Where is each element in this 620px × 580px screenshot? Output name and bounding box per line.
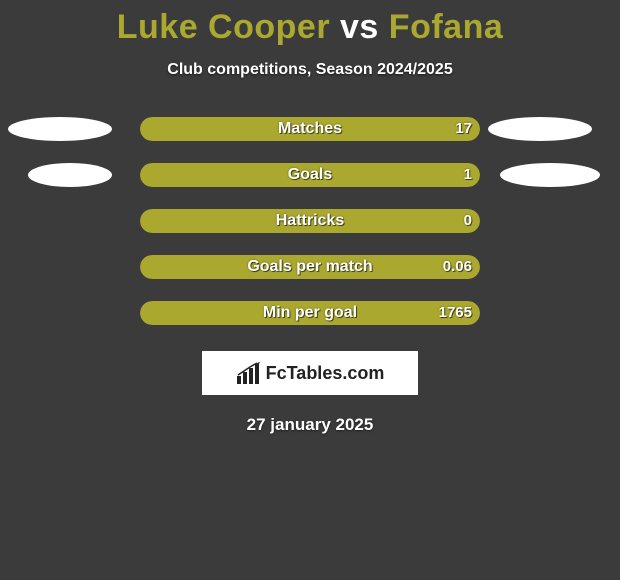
stats-chart: Matches17 Goals1 Hattricks0 Goals per match… bbox=[0, 117, 620, 325]
stat-bar: Hattricks0 bbox=[140, 209, 480, 233]
stat-row: Min per goal1765 bbox=[0, 301, 620, 325]
bar-fill-player1 bbox=[140, 255, 310, 279]
bar-fill-player1 bbox=[140, 117, 310, 141]
bar-fill-player1 bbox=[140, 301, 310, 325]
fctables-logo: FcTables.com bbox=[202, 351, 418, 395]
player1-marker bbox=[28, 163, 112, 187]
bar-fill-player2 bbox=[310, 255, 480, 279]
player1-marker bbox=[8, 117, 112, 141]
bar-fill-player2 bbox=[310, 163, 480, 187]
player1-name: Luke Cooper bbox=[117, 8, 330, 46]
bar-fill-player1 bbox=[140, 209, 310, 233]
stat-bar: Goals1 bbox=[140, 163, 480, 187]
stat-row: Goals1 bbox=[0, 163, 620, 187]
stat-row: Goals per match0.06 bbox=[0, 255, 620, 279]
bar-fill-player2 bbox=[310, 301, 480, 325]
snapshot-date: 27 january 2025 bbox=[0, 415, 620, 435]
bar-fill-player2 bbox=[310, 117, 480, 141]
bar-fill-player2 bbox=[310, 209, 480, 233]
stat-row: Matches17 bbox=[0, 117, 620, 141]
player2-marker bbox=[488, 117, 592, 141]
comparison-title: Luke Cooper vs Fofana bbox=[0, 0, 620, 47]
player2-marker bbox=[500, 163, 600, 187]
player2-name: Fofana bbox=[389, 8, 503, 46]
logo-text: FcTables.com bbox=[266, 363, 385, 384]
bar-fill-player1 bbox=[140, 163, 310, 187]
stat-row: Hattricks0 bbox=[0, 209, 620, 233]
stat-bar: Min per goal1765 bbox=[140, 301, 480, 325]
subtitle: Club competitions, Season 2024/2025 bbox=[0, 61, 620, 79]
stat-bar: Goals per match0.06 bbox=[140, 255, 480, 279]
stat-bar: Matches17 bbox=[140, 117, 480, 141]
bar-chart-icon bbox=[236, 362, 262, 384]
title-vs: vs bbox=[340, 8, 379, 46]
